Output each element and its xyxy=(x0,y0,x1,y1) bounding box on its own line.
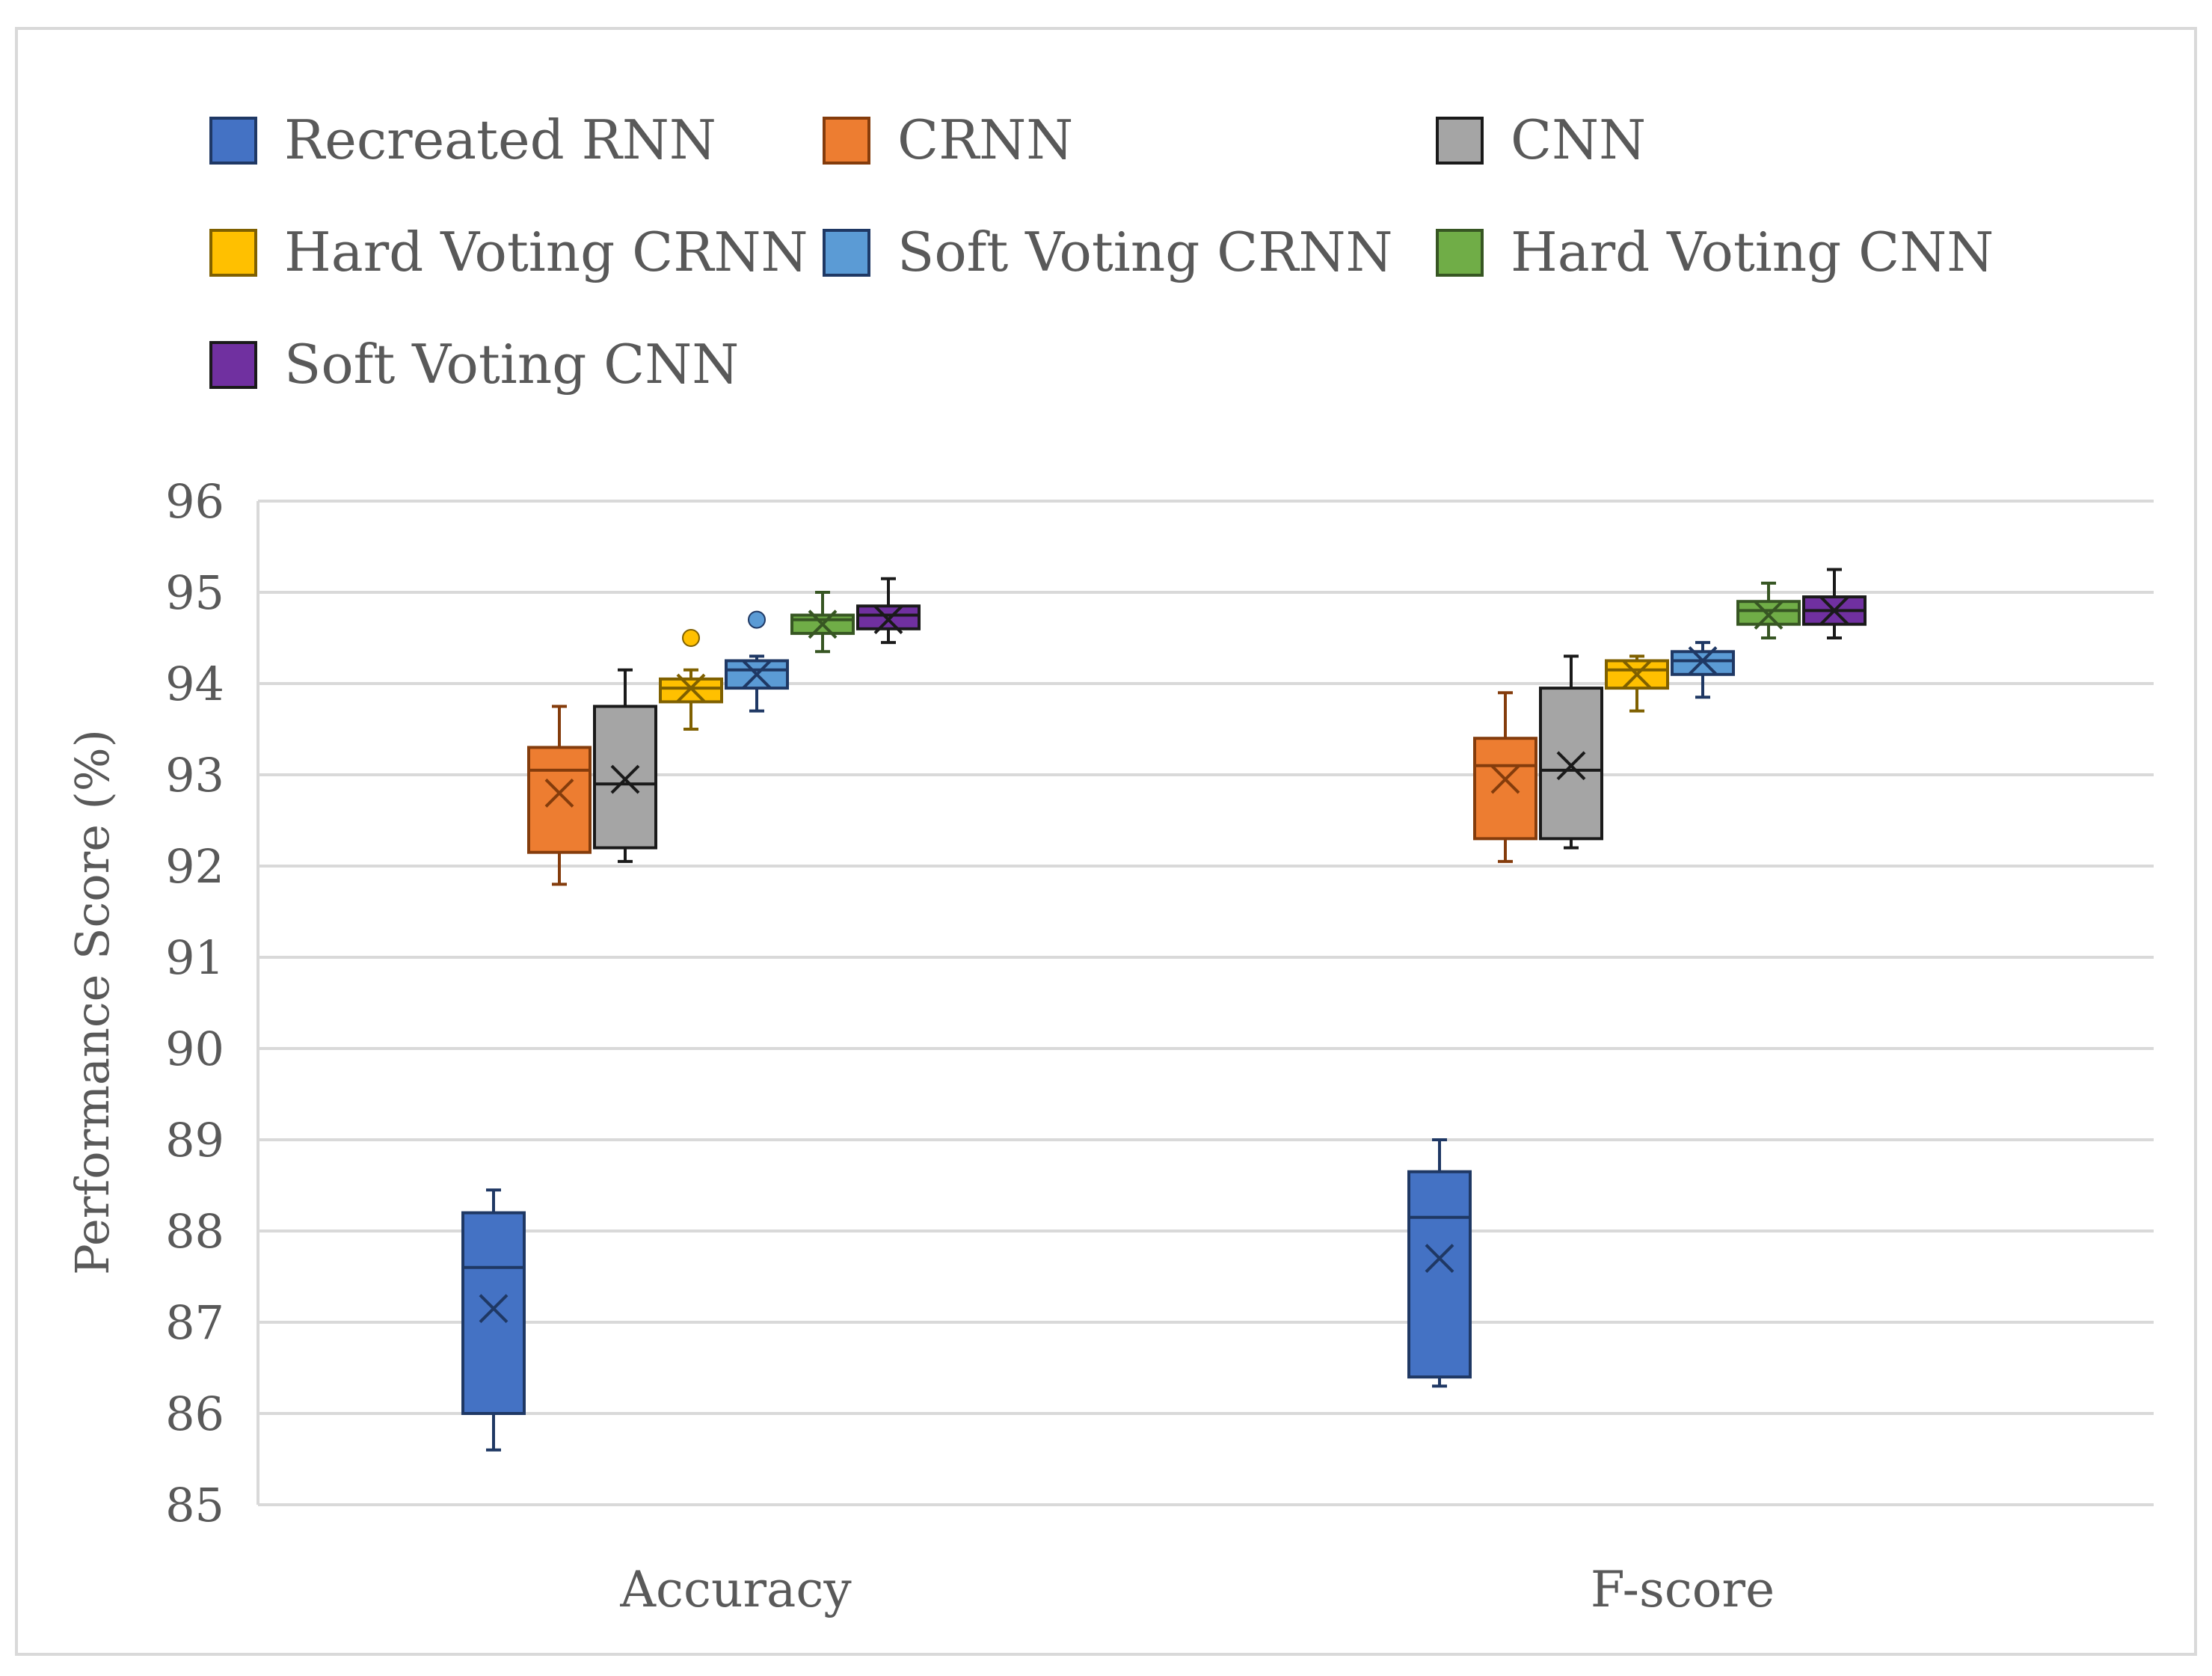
legend: Recreated RNN CRNN CNN Hard Voting CRNN Soft… xyxy=(209,108,1994,396)
box-crnn-f-score xyxy=(1473,691,1537,863)
box-recreated-rnn-accuracy xyxy=(461,1188,526,1452)
mean-marker xyxy=(1819,595,1849,625)
legend-item: Recreated RNN xyxy=(209,108,716,171)
legend-swatch xyxy=(1436,229,1484,277)
chart-frame xyxy=(15,27,2197,1656)
mean-marker xyxy=(544,778,574,808)
y-tick-label: 92 xyxy=(165,839,224,894)
legend-label: Hard Voting CRNN xyxy=(284,221,808,283)
mean-marker xyxy=(808,610,838,639)
box-iqr xyxy=(1736,600,1801,626)
y-tick-label: 95 xyxy=(165,565,224,620)
mean-marker xyxy=(1490,764,1520,794)
mean-marker xyxy=(610,764,640,794)
box-iqr xyxy=(659,677,723,704)
legend-label: Soft Voting CRNN xyxy=(897,221,1392,283)
y-tick-label: 85 xyxy=(165,1478,224,1532)
legend-label: CRNN xyxy=(897,108,1073,171)
legend-swatch xyxy=(209,229,257,277)
x-category-label: F-score xyxy=(1591,1561,1775,1618)
legend-item: Hard Voting CNN xyxy=(1436,221,1994,283)
mean-marker xyxy=(1425,1244,1454,1274)
mean-marker xyxy=(676,673,706,703)
y-tick-label: 91 xyxy=(165,930,224,985)
y-tick-label: 93 xyxy=(165,748,224,802)
mean-marker xyxy=(1622,660,1652,690)
box-iqr xyxy=(593,705,657,850)
box-hard-voting-cnn-accuracy xyxy=(790,591,855,654)
box-iqr xyxy=(527,746,592,854)
y-tick-label: 86 xyxy=(165,1387,224,1441)
y-tick-label: 90 xyxy=(165,1022,224,1076)
y-tick-label: 87 xyxy=(165,1295,224,1350)
legend-label: CNN xyxy=(1511,108,1646,171)
y-tick-label: 94 xyxy=(165,657,224,711)
legend-item: Soft Voting CRNN xyxy=(823,221,1392,283)
legend-swatch xyxy=(823,117,870,165)
legend-item: CRNN xyxy=(823,108,1073,171)
legend-item: Soft Voting CNN xyxy=(209,333,739,396)
legend-swatch xyxy=(209,117,257,165)
box-iqr xyxy=(1671,650,1735,676)
mean-marker xyxy=(1754,601,1784,630)
legend-label: Recreated RNN xyxy=(284,108,716,171)
box-iqr xyxy=(856,604,921,630)
x-category-label: Accuracy xyxy=(619,1561,852,1618)
box-hard-voting-cnn-f-score xyxy=(1736,581,1801,639)
legend-swatch xyxy=(823,229,870,277)
box-soft-voting-cnn-f-score xyxy=(1802,568,1867,639)
box-series xyxy=(461,568,1867,1452)
box-soft-voting-crnn-accuracy xyxy=(725,610,789,713)
box-iqr xyxy=(1407,1170,1472,1379)
y-tick-label: 96 xyxy=(165,474,224,529)
outlier-point xyxy=(682,629,700,647)
legend-label: Hard Voting CNN xyxy=(1511,221,1994,283)
y-axis: 85 86 87 88 89 90 91 92 93 94 95 96 Accuracy F-score xyxy=(165,474,1775,1618)
box-iqr xyxy=(1539,687,1603,841)
mean-marker xyxy=(873,605,903,635)
y-tick-label: 88 xyxy=(165,1204,224,1259)
box-iqr xyxy=(1473,737,1537,841)
box-hard-voting-crnn-f-score xyxy=(1605,654,1669,713)
mean-marker xyxy=(479,1294,509,1324)
box-soft-voting-cnn-accuracy xyxy=(856,577,921,645)
box-soft-voting-crnn-f-score xyxy=(1671,641,1735,699)
legend-label: Soft Voting CNN xyxy=(284,333,739,396)
outlier-point xyxy=(748,610,766,629)
box-crnn-accuracy xyxy=(527,705,592,886)
mean-marker xyxy=(1556,751,1586,781)
y-axis-title: Performance Score (%) xyxy=(65,729,120,1275)
mean-marker xyxy=(1688,646,1718,675)
legend-item: CNN xyxy=(1436,108,1646,171)
box-cnn-accuracy xyxy=(593,668,657,863)
mean-marker xyxy=(742,660,772,690)
box-hard-voting-crnn-accuracy xyxy=(659,629,723,731)
y-tick-label: 89 xyxy=(165,1113,224,1167)
box-iqr xyxy=(461,1211,526,1415)
legend-swatch xyxy=(1436,117,1484,165)
legend-swatch xyxy=(209,341,257,389)
box-cnn-f-score xyxy=(1539,654,1603,850)
box-recreated-rnn-f-score xyxy=(1407,1138,1472,1388)
legend-item: Hard Voting CRNN xyxy=(209,221,808,283)
